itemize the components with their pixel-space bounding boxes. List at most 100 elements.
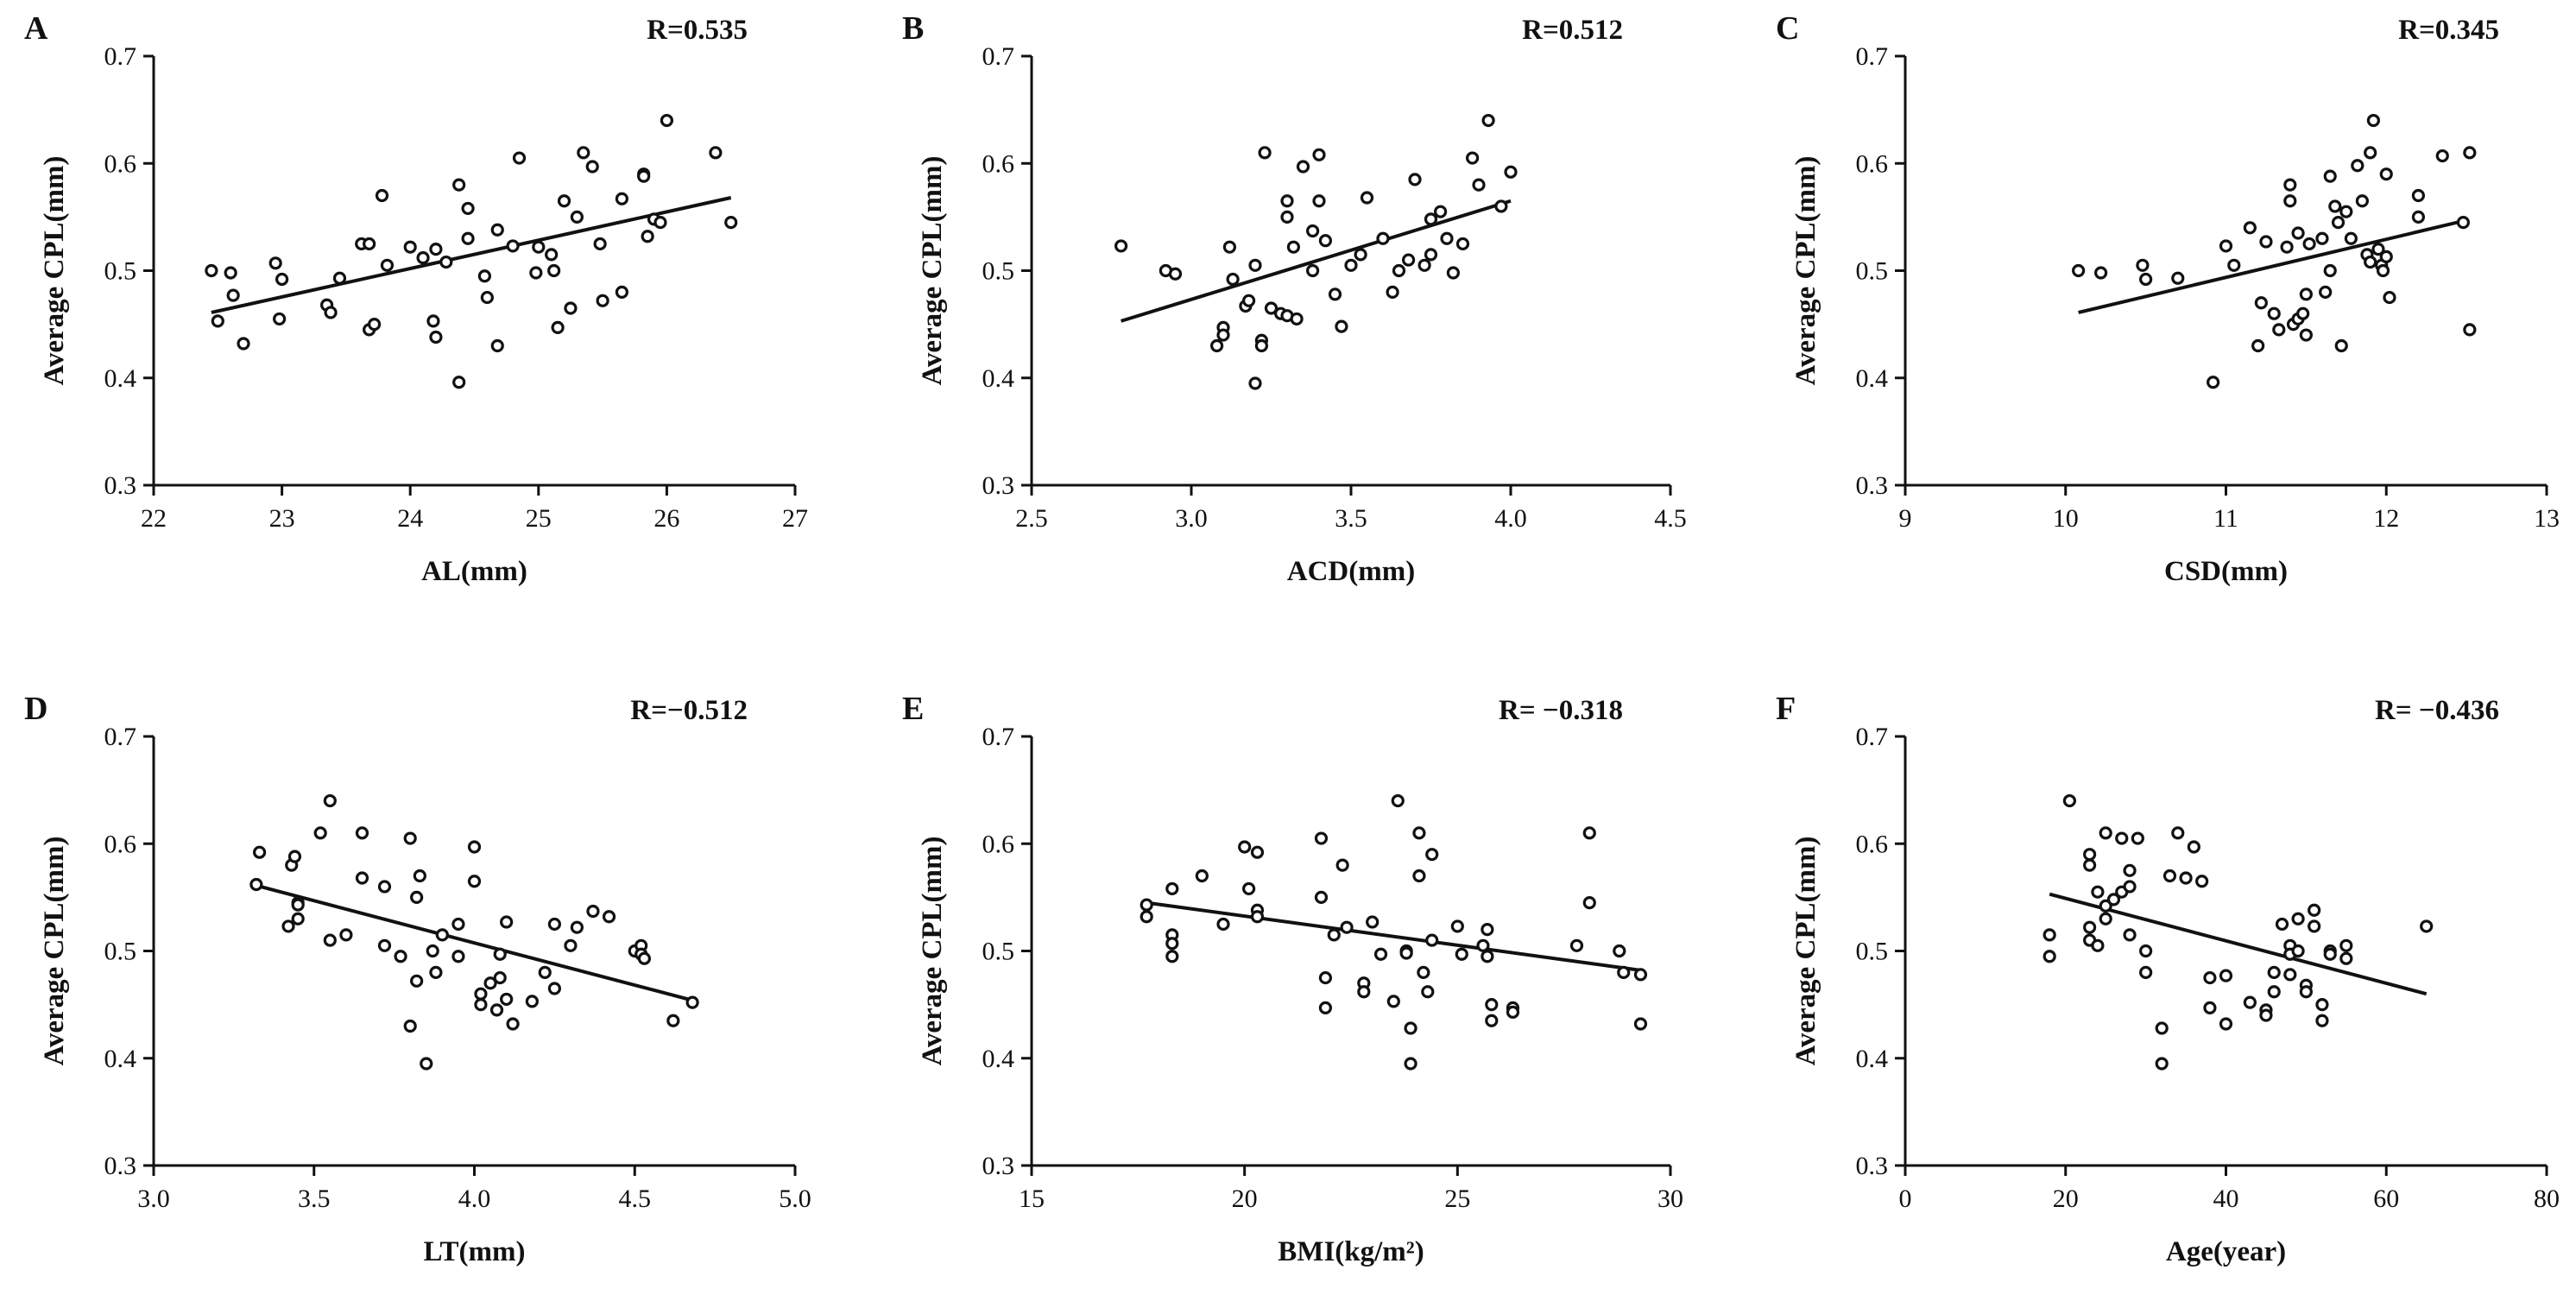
data-point (2323, 947, 2337, 961)
regression-line (2049, 892, 2428, 996)
data-point (2091, 938, 2105, 952)
data-point (570, 920, 584, 934)
data-point (547, 917, 561, 932)
data-point (2339, 205, 2353, 218)
data-point (564, 301, 578, 315)
data-point (1433, 205, 1448, 218)
data-point (1354, 248, 1367, 262)
data-point (545, 248, 559, 262)
data-point (2328, 199, 2342, 213)
data-point (1264, 301, 1279, 315)
y-tick-label: 0.7 (982, 42, 1015, 71)
y-tick-label: 0.6 (1856, 830, 1889, 858)
data-point (1455, 947, 1468, 961)
data-point (2291, 226, 2305, 240)
data-point (1472, 178, 1486, 192)
y-axis-title: Average CPL(mm) (1790, 155, 1822, 385)
data-point (2280, 240, 2294, 254)
y-tick-label: 0.6 (982, 830, 1015, 858)
data-point (1392, 263, 1406, 278)
data-point (474, 998, 488, 1012)
data-point (1340, 920, 1354, 934)
y-tick-label: 0.4 (982, 364, 1015, 393)
y-tick-label: 0.5 (982, 938, 1015, 966)
x-tick-label: 3.5 (298, 1184, 331, 1213)
data-point (429, 965, 443, 979)
data-point (291, 912, 305, 925)
data-point (435, 928, 449, 942)
data-point (2099, 826, 2112, 840)
data-point (2299, 985, 2313, 999)
data-point (2275, 917, 2289, 932)
data-point (2272, 323, 2286, 337)
data-point (2299, 328, 2313, 342)
data-point (1327, 928, 1341, 942)
data-point (2099, 899, 2112, 913)
data-point (1582, 895, 1596, 910)
data-point (237, 337, 250, 351)
data-point (493, 947, 507, 961)
data-point (1425, 848, 1439, 862)
x-axis-title: CSD(mm) (2164, 556, 2288, 587)
data-point (2062, 793, 2076, 808)
data-point (1494, 199, 1508, 213)
data-point (1280, 194, 1294, 208)
data-point (2383, 290, 2396, 305)
data-point (1250, 910, 1265, 924)
data-point (500, 915, 514, 929)
data-point (426, 944, 439, 958)
data-point (585, 160, 599, 174)
data-point (538, 965, 552, 979)
regression-line (211, 196, 732, 314)
data-point (2123, 928, 2137, 942)
data-point (451, 950, 465, 963)
data-point (2267, 985, 2281, 999)
data-point (551, 320, 565, 334)
data-point (2315, 998, 2329, 1012)
y-tick-label: 0.6 (1856, 149, 1889, 178)
data-point (493, 970, 507, 985)
data-point (2254, 296, 2268, 310)
data-point (1485, 1014, 1499, 1027)
data-point (252, 845, 267, 859)
data-point (490, 338, 504, 353)
data-point (2083, 848, 2097, 862)
regression-line (256, 883, 693, 1002)
x-axis-title: BMI(kg/m²) (1278, 1236, 1424, 1267)
data-point (2207, 376, 2220, 389)
data-point (1404, 1021, 1417, 1035)
y-tick-label: 0.4 (104, 1045, 137, 1073)
data-point (2411, 188, 2425, 203)
y-axis-title: Average CPL(mm) (39, 155, 70, 385)
data-point (1425, 933, 1439, 947)
data-point (2302, 237, 2316, 251)
data-point (547, 982, 561, 995)
data-point (2139, 944, 2153, 958)
data-point (1216, 328, 1230, 342)
data-point (363, 237, 376, 251)
data-point (1412, 826, 1426, 840)
data-point (268, 256, 282, 270)
data-point (2259, 235, 2273, 249)
x-tick-label: 4.5 (619, 1184, 652, 1213)
data-point (2243, 995, 2257, 1009)
data-point (205, 263, 218, 278)
data-point (1417, 258, 1431, 272)
data-point (1305, 224, 1320, 238)
data-point (532, 240, 546, 254)
data-point (483, 976, 497, 990)
panel-letter: B (902, 10, 924, 47)
y-tick-label: 0.7 (1856, 42, 1889, 71)
data-point (1506, 1005, 1520, 1019)
data-point (2315, 231, 2329, 245)
data-point (451, 917, 465, 932)
data-point (2283, 178, 2297, 192)
data-point (1312, 148, 1326, 161)
x-tick-label: 5.0 (779, 1184, 811, 1213)
data-point (1280, 210, 1294, 224)
data-point (273, 312, 287, 326)
data-point (2219, 969, 2233, 982)
data-point (474, 987, 488, 1001)
data-point (2379, 250, 2393, 263)
data-point (211, 314, 224, 328)
